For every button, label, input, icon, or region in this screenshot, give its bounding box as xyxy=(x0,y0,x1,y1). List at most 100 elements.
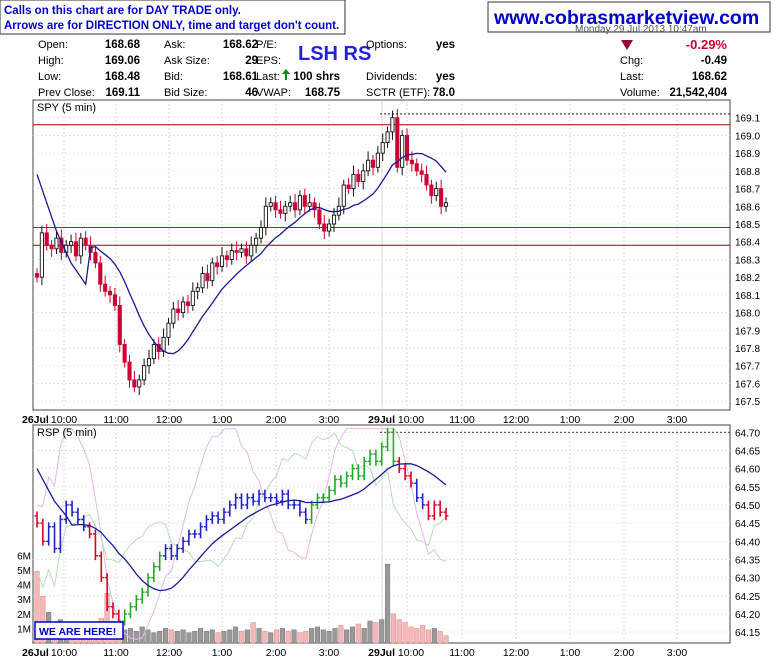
candle-body xyxy=(54,237,59,250)
volume-tick-label: 6M xyxy=(17,551,31,562)
volume-bar xyxy=(414,628,420,644)
y-tick-label: 167.8 xyxy=(735,344,760,355)
notice-line-2: Arrows are for DIRECTION ONLY, time and … xyxy=(4,20,339,32)
y-tick-label: 64.55 xyxy=(735,483,760,494)
candle-body xyxy=(176,308,181,314)
candle-body xyxy=(34,273,40,278)
volume-bar xyxy=(385,563,391,644)
candle-body xyxy=(249,244,254,257)
last-label: Last: xyxy=(620,71,644,83)
y-tick-label: 167.6 xyxy=(735,379,760,390)
volume-bar xyxy=(127,628,134,644)
quote-label: Prev Close: xyxy=(38,87,95,99)
volume-bar xyxy=(180,629,186,644)
volume-bar xyxy=(344,629,350,644)
x-tick-label: 29Jul xyxy=(368,414,395,426)
candle-body xyxy=(322,223,327,232)
x-tick-label: 12:00 xyxy=(156,647,182,659)
candle-body xyxy=(419,170,424,175)
y-tick-label: 168.4 xyxy=(735,238,760,249)
quote-value: 169.06 xyxy=(105,55,140,67)
volume-bar xyxy=(162,628,169,644)
website-box[interactable] xyxy=(487,1,771,33)
volume-bar xyxy=(326,631,332,644)
volume-bar xyxy=(355,623,361,644)
candle-body xyxy=(205,273,210,282)
candle-body xyxy=(122,344,127,363)
candle-body xyxy=(356,173,361,182)
y-tick-label: 169.1 xyxy=(735,114,760,125)
quote-value: yes xyxy=(436,39,455,51)
x-tick-label: 12:00 xyxy=(503,414,529,426)
candle-body xyxy=(283,205,288,214)
quote-table: Open: 168.68 High: 169.06 Low: 168.48 Prev Clo… xyxy=(38,39,455,99)
website-link[interactable]: www.cobrasmarketview.com xyxy=(493,7,759,29)
rsp-panel: 64.15 64.20 64.25 64.30 64.35 64.40 64.45 64.50… xyxy=(17,424,760,659)
quote-value: 168.75 xyxy=(305,87,341,99)
volume-bar xyxy=(133,631,139,644)
volume-bar xyxy=(279,628,285,644)
candle-body xyxy=(307,202,312,207)
volume-tick-label: 3M xyxy=(17,595,31,606)
quote-value: 100 shrs xyxy=(293,71,340,83)
quote-value: 168.61 xyxy=(223,71,259,83)
candle-body xyxy=(385,131,390,143)
candle-body xyxy=(195,287,200,292)
volume-bar xyxy=(145,629,151,644)
candle-body xyxy=(254,237,259,246)
candle-body xyxy=(103,283,108,292)
volume-label: Volume: xyxy=(620,87,660,99)
we-are-here-box xyxy=(34,621,124,640)
y-tick-label: 64.25 xyxy=(735,592,760,603)
candle-body xyxy=(137,379,142,388)
volume-bar xyxy=(303,631,309,644)
change-percent: -0.29% xyxy=(686,37,728,52)
candle-body xyxy=(288,202,293,207)
volume-bar xyxy=(238,631,245,644)
candle-body xyxy=(210,262,215,282)
candle-body xyxy=(78,237,83,257)
x-tick-label: 1:00 xyxy=(560,414,581,426)
chg-value: -0.49 xyxy=(701,55,727,67)
volume-tick-label: 1M xyxy=(17,624,31,635)
y-tick-label: 64.30 xyxy=(735,574,760,585)
quote-date-fragment: Monday 29 Jul 2013 10:47am xyxy=(575,24,707,35)
we-are-here-label: WE ARE HERE! xyxy=(39,626,116,638)
candle-body xyxy=(414,163,419,172)
x-tick-label: 11:00 xyxy=(103,414,129,426)
candle-body xyxy=(443,202,449,207)
quote-label: VWAP: xyxy=(256,87,291,99)
candle-body xyxy=(142,365,147,381)
candle-body xyxy=(317,209,322,225)
candle-body xyxy=(361,170,366,182)
quote-label: P/E: xyxy=(256,39,277,51)
y-tick-label: 64.45 xyxy=(735,519,760,530)
volume-bar xyxy=(396,619,402,644)
candle-body xyxy=(370,159,376,168)
volume-bar xyxy=(373,622,379,644)
volume-bar xyxy=(297,632,303,644)
volume-bar xyxy=(157,631,163,644)
quote-value: 168.62 xyxy=(223,39,258,51)
candle-body xyxy=(112,294,117,306)
candle-body xyxy=(434,188,439,197)
quote-value: 169.11 xyxy=(105,87,140,99)
moving-average-line xyxy=(36,152,447,355)
candle-body xyxy=(302,195,307,207)
candle-body xyxy=(341,184,346,207)
x-tick-label: 3:00 xyxy=(667,414,688,426)
volume-bar xyxy=(338,625,344,644)
background-indicator-line xyxy=(36,432,447,589)
volume-bar xyxy=(256,628,262,644)
quote-label: Open: xyxy=(38,39,68,51)
volume-tick-label: 2M xyxy=(17,610,31,621)
volume-bar xyxy=(262,631,268,644)
volume-bar xyxy=(291,629,297,644)
candle-body xyxy=(278,209,283,214)
candle-body xyxy=(224,255,229,260)
x-tick-label: 2:00 xyxy=(266,647,287,659)
last-value: 168.62 xyxy=(692,71,727,83)
candle-body xyxy=(181,301,186,314)
candle-body xyxy=(297,195,302,211)
